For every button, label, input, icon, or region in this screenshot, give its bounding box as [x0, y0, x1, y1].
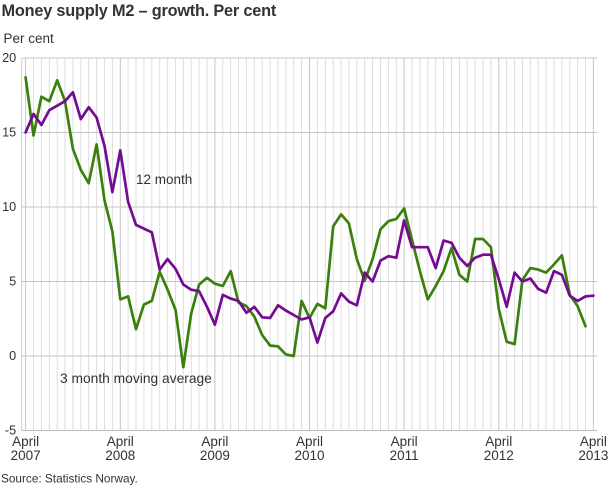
svg-text:Source: Statistics Norway.: Source: Statistics Norway. — [1, 471, 138, 485]
svg-text:20: 20 — [2, 51, 16, 65]
svg-text:2009: 2009 — [200, 448, 230, 463]
svg-text:2013: 2013 — [578, 448, 608, 463]
svg-text:15: 15 — [2, 126, 16, 140]
svg-text:2011: 2011 — [390, 448, 419, 463]
svg-text:Per cent: Per cent — [4, 31, 55, 46]
svg-text:April: April — [580, 434, 607, 449]
svg-text:Money supply M2 – growth. Per: Money supply M2 – growth. Per cent — [2, 2, 277, 20]
svg-text:-5: -5 — [5, 424, 16, 438]
svg-text:2010: 2010 — [294, 448, 324, 463]
svg-text:12 month: 12 month — [136, 172, 192, 187]
svg-text:2007: 2007 — [11, 448, 41, 463]
svg-text:3 month moving average: 3 month moving average — [60, 371, 212, 386]
svg-text:April: April — [201, 434, 228, 449]
svg-text:2012: 2012 — [484, 448, 514, 463]
svg-text:0: 0 — [9, 349, 16, 363]
svg-text:April: April — [485, 434, 512, 449]
svg-text:April: April — [12, 434, 39, 449]
svg-text:10: 10 — [2, 200, 16, 214]
svg-text:5: 5 — [9, 275, 16, 289]
svg-text:2008: 2008 — [105, 448, 135, 463]
svg-text:April: April — [391, 434, 418, 449]
svg-text:April: April — [296, 434, 323, 449]
svg-text:April: April — [107, 434, 134, 449]
